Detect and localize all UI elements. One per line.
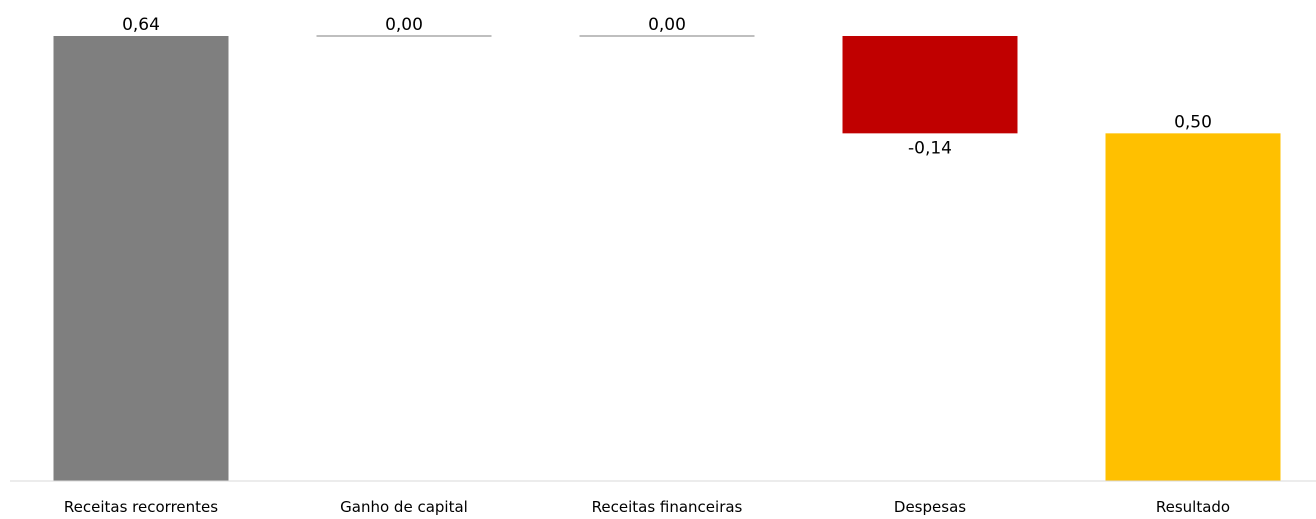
- category-label-1: Ganho de capital: [340, 498, 468, 516]
- category-label-0: Receitas recorrentes: [64, 498, 218, 516]
- category-label-3: Despesas: [894, 498, 966, 516]
- bars-layer: [53, 35, 1281, 481]
- value-label-0: 0,64: [122, 15, 160, 35]
- value-label-4: 0,50: [1174, 112, 1212, 132]
- labels-layer: 0,64 0,00 0,00 -0,14 0,50: [122, 15, 1212, 158]
- category-label-4: Resultado: [1156, 498, 1230, 516]
- value-label-1: 0,00: [385, 15, 423, 35]
- bar-0: [53, 36, 229, 481]
- value-label-3: -0,14: [908, 138, 952, 158]
- value-label-2: 0,00: [648, 15, 686, 35]
- bar-4: [1105, 133, 1281, 481]
- category-label-2: Receitas financeiras: [592, 498, 743, 516]
- bar-3: [842, 36, 1018, 134]
- category-labels-layer: Receitas recorrentes Ganho de capital Rece…: [64, 498, 1230, 516]
